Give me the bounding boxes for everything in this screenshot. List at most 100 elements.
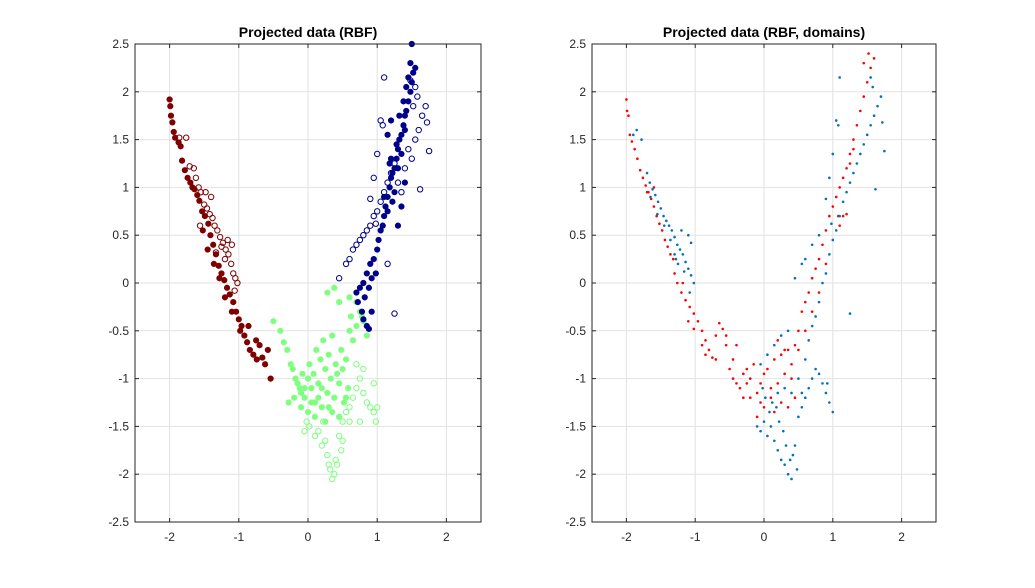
data-point bbox=[372, 418, 380, 425]
data-point bbox=[779, 401, 783, 404]
data-point bbox=[762, 420, 766, 423]
data-point bbox=[227, 260, 235, 268]
data-point bbox=[356, 284, 363, 291]
y-tick-label: -2 bbox=[118, 467, 129, 481]
data-point bbox=[810, 243, 814, 247]
data-point bbox=[228, 241, 236, 248]
data-point bbox=[405, 145, 412, 153]
x-tick-label: 1 bbox=[374, 530, 381, 544]
data-point bbox=[865, 80, 869, 84]
data-point bbox=[876, 104, 879, 108]
data-point bbox=[867, 52, 870, 55]
data-point bbox=[197, 188, 204, 196]
data-point bbox=[333, 461, 341, 468]
data-point bbox=[415, 126, 422, 134]
data-point bbox=[221, 255, 229, 263]
data-point bbox=[834, 195, 838, 199]
data-point bbox=[342, 356, 350, 363]
data-point bbox=[329, 408, 336, 416]
data-point bbox=[306, 423, 313, 430]
data-point bbox=[762, 372, 766, 376]
data-point bbox=[797, 329, 800, 333]
data-point bbox=[759, 401, 762, 404]
data-point bbox=[879, 95, 883, 98]
data-point bbox=[360, 316, 367, 323]
data-point bbox=[418, 112, 426, 119]
data-point bbox=[374, 208, 381, 215]
data-point bbox=[379, 122, 386, 129]
data-point bbox=[797, 415, 800, 419]
x-tick-label: -2 bbox=[621, 530, 632, 544]
data-point bbox=[297, 389, 305, 397]
data-point bbox=[793, 444, 797, 447]
data-point bbox=[353, 384, 360, 392]
data-point bbox=[669, 253, 672, 256]
data-point bbox=[303, 418, 310, 425]
data-point bbox=[379, 222, 386, 229]
data-point bbox=[367, 195, 374, 203]
data-point bbox=[790, 362, 793, 366]
data-point bbox=[301, 385, 308, 392]
data-point bbox=[407, 60, 414, 67]
data-point bbox=[786, 405, 790, 409]
scatter-plot-rbf: Projected data (RBF) -2 -1 0 1 2 -2.5 -2 -1.5 -1… bbox=[108, 24, 482, 544]
data-point bbox=[680, 229, 683, 232]
data-point bbox=[783, 463, 786, 466]
data-point bbox=[297, 404, 305, 411]
data-point bbox=[692, 327, 696, 331]
data-point bbox=[219, 239, 227, 247]
data-point bbox=[403, 83, 410, 91]
ticks: -2 -1 0 1 2 -2.5 -2 -1.5 -1 -0.5 0 0.5 1 1.5 2 2.5 bbox=[565, 37, 936, 544]
data-point bbox=[398, 131, 405, 138]
data-point bbox=[370, 408, 377, 416]
data-point bbox=[237, 327, 244, 334]
data-point bbox=[209, 214, 216, 222]
y-tick-label: 1 bbox=[122, 180, 129, 194]
data-point bbox=[834, 119, 838, 122]
y-tick-label: 2 bbox=[579, 85, 586, 99]
data-point bbox=[625, 98, 628, 101]
data-point bbox=[394, 179, 402, 186]
data-point bbox=[367, 222, 374, 229]
data-point bbox=[246, 346, 253, 354]
data-point bbox=[353, 322, 360, 330]
data-point bbox=[874, 188, 877, 191]
data-point bbox=[315, 394, 322, 401]
data-point bbox=[253, 356, 260, 363]
data-point bbox=[241, 332, 248, 339]
data-point bbox=[800, 262, 804, 266]
data-point bbox=[692, 312, 696, 315]
data-point bbox=[207, 193, 215, 201]
data-point bbox=[817, 257, 821, 261]
data-point bbox=[374, 404, 381, 411]
data-point bbox=[834, 229, 838, 232]
data-point bbox=[394, 222, 402, 229]
data-point bbox=[635, 128, 639, 132]
y-tick-label: -1 bbox=[575, 372, 586, 386]
data-point bbox=[306, 361, 313, 368]
data-point bbox=[363, 399, 371, 406]
data-point bbox=[825, 382, 829, 385]
data-point bbox=[339, 437, 346, 444]
data-point bbox=[353, 241, 360, 248]
data-point bbox=[678, 248, 682, 251]
data-point bbox=[216, 275, 223, 282]
data-point bbox=[755, 391, 759, 395]
plot-title: Projected data (RBF, domains) bbox=[663, 24, 865, 40]
data-point bbox=[407, 77, 414, 84]
data-point bbox=[830, 222, 833, 226]
data-point bbox=[214, 227, 221, 234]
y-tick-label: 1.5 bbox=[569, 133, 586, 147]
data-point bbox=[687, 267, 690, 270]
data-point bbox=[353, 361, 360, 368]
data-point bbox=[783, 386, 786, 390]
data-point bbox=[652, 186, 656, 189]
data-point bbox=[339, 418, 346, 425]
data-point bbox=[338, 447, 345, 454]
data-point bbox=[845, 190, 848, 194]
data-point bbox=[745, 382, 749, 385]
data-point bbox=[361, 294, 368, 301]
data-point bbox=[645, 171, 649, 175]
data-point bbox=[656, 212, 659, 216]
